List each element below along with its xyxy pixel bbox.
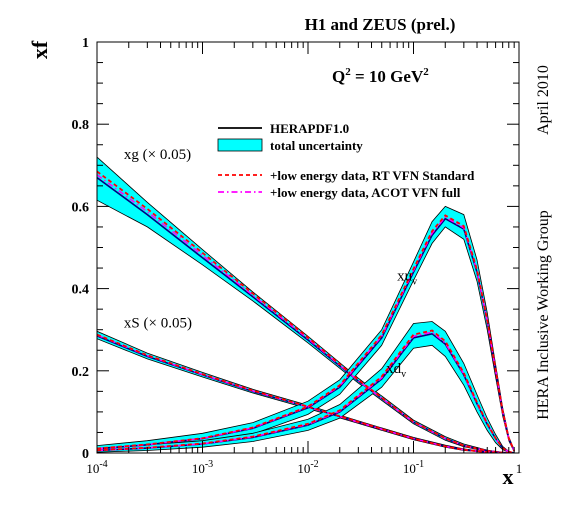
x-tick-label: 10-4 — [86, 459, 107, 476]
x-axis-label: x — [503, 464, 514, 489]
legend: HERAPDF1.0 total uncertainty +low energy d… — [217, 121, 475, 200]
acot-curve-1 — [97, 334, 515, 453]
y-tick-label: 0.4 — [72, 283, 90, 298]
central-curves — [97, 170, 516, 453]
x-tick-label: 1 — [516, 461, 523, 476]
y-tick-label: 0.6 — [72, 200, 90, 215]
x-tick-label: 10-1 — [403, 459, 424, 476]
rt-curve-1 — [97, 333, 515, 453]
legend-label: +low energy data, ACOT VFN full — [270, 185, 461, 200]
legend-label: +low energy data, RT VFN Standard — [270, 168, 475, 183]
y-tick-label: 1 — [82, 36, 89, 51]
curve-label-xg: xg (× 0.05) — [124, 147, 191, 163]
legend-label: HERAPDF1.0 — [270, 121, 349, 136]
y-tick-label: 0.8 — [72, 118, 90, 133]
acot-curve-3 — [97, 331, 515, 453]
rt-curve-3 — [97, 329, 515, 453]
curve-labels: xg (× 0.05) xS (× 0.05) xuv xdv — [124, 147, 417, 380]
side-label-group: HERA Inclusive Working Group — [535, 210, 552, 420]
y-tick-label: 0 — [82, 447, 89, 462]
legend-label: total uncertainty — [270, 138, 363, 153]
acot-curve-0 — [97, 174, 515, 453]
x-tick-labels: 10-4 10-3 10-2 10-1 1 — [86, 459, 522, 476]
rt-curve-2 — [97, 214, 516, 452]
y-axis-label: xf — [27, 40, 52, 59]
q2-annotation: Q2 = 10 GeV2 — [332, 66, 429, 86]
curve-label-xS: xS (× 0.05) — [124, 316, 192, 332]
curve-label-xuv: xuv — [397, 268, 417, 287]
y-tick-labels: 0 0.2 0.4 0.6 0.8 1 — [72, 36, 90, 462]
axis-ticks — [96, 41, 520, 454]
x-tick-label: 10-2 — [297, 459, 318, 476]
legend-swatch-band — [217, 138, 263, 152]
x-tick-label: 10-3 — [192, 459, 213, 476]
chart-title: H1 and ZEUS (prel.) — [305, 15, 456, 34]
side-label-date: April 2010 — [535, 65, 552, 135]
y-tick-label: 0.2 — [72, 365, 90, 380]
plot-frame — [96, 41, 520, 454]
rt-curve-0 — [97, 170, 515, 453]
curve-label-xdv: xdv — [386, 361, 406, 380]
